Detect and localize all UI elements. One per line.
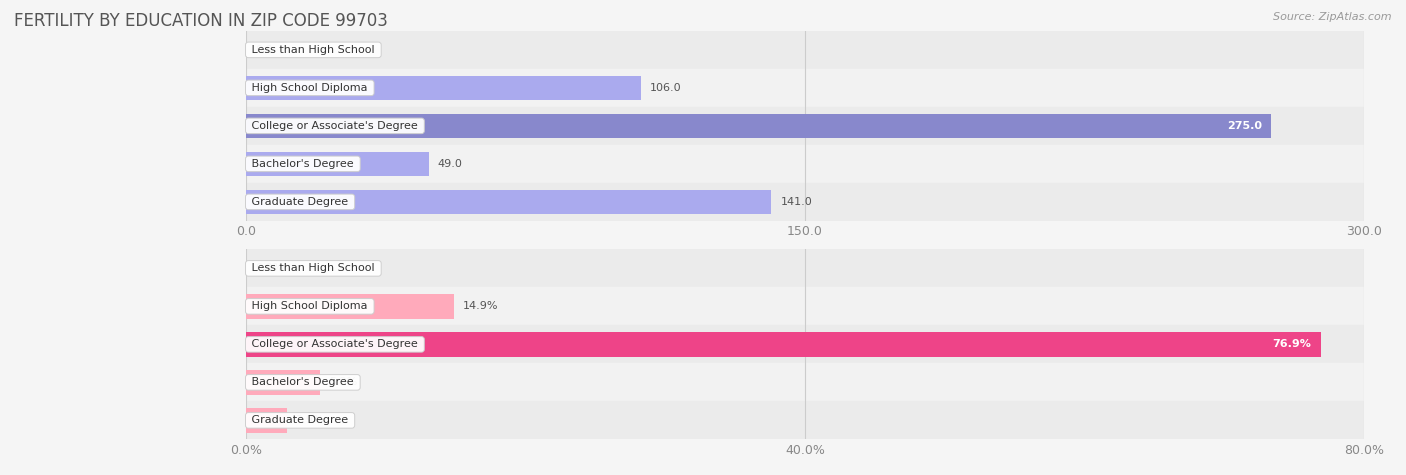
- Text: College or Associate's Degree: College or Associate's Degree: [249, 339, 422, 350]
- Text: Bachelor's Degree: Bachelor's Degree: [249, 377, 357, 388]
- Bar: [246, 31, 1364, 69]
- Bar: [246, 287, 1364, 325]
- Bar: [246, 370, 321, 395]
- Bar: [246, 107, 1364, 145]
- Bar: [246, 332, 1320, 357]
- Text: 141.0: 141.0: [780, 197, 813, 207]
- Text: Less than High School: Less than High School: [249, 263, 378, 274]
- Text: 5.3%: 5.3%: [329, 377, 357, 388]
- Bar: [246, 408, 287, 433]
- Text: Less than High School: Less than High School: [249, 45, 378, 55]
- Text: Source: ZipAtlas.com: Source: ZipAtlas.com: [1274, 12, 1392, 22]
- Text: Graduate Degree: Graduate Degree: [249, 415, 352, 426]
- Text: FERTILITY BY EDUCATION IN ZIP CODE 99703: FERTILITY BY EDUCATION IN ZIP CODE 99703: [14, 12, 388, 30]
- Bar: [246, 183, 1364, 221]
- Text: 2.9%: 2.9%: [295, 415, 323, 426]
- Text: Bachelor's Degree: Bachelor's Degree: [249, 159, 357, 169]
- Bar: [246, 249, 1364, 287]
- Text: College or Associate's Degree: College or Associate's Degree: [249, 121, 422, 131]
- Bar: [246, 114, 1271, 138]
- Bar: [246, 363, 1364, 401]
- Bar: [246, 69, 1364, 107]
- Text: Graduate Degree: Graduate Degree: [249, 197, 352, 207]
- Bar: [246, 190, 772, 214]
- Text: 14.9%: 14.9%: [463, 301, 499, 312]
- Bar: [246, 76, 641, 100]
- Text: 106.0: 106.0: [650, 83, 682, 93]
- Bar: [246, 145, 1364, 183]
- Text: 275.0: 275.0: [1226, 121, 1261, 131]
- Bar: [246, 294, 454, 319]
- Text: 0.0%: 0.0%: [254, 263, 283, 274]
- Text: 49.0: 49.0: [437, 159, 463, 169]
- Text: High School Diploma: High School Diploma: [249, 301, 371, 312]
- Text: 0.0: 0.0: [254, 45, 273, 55]
- Bar: [246, 401, 1364, 439]
- Text: High School Diploma: High School Diploma: [249, 83, 371, 93]
- Bar: [246, 152, 429, 176]
- Bar: [246, 325, 1364, 363]
- Text: 76.9%: 76.9%: [1272, 339, 1312, 350]
